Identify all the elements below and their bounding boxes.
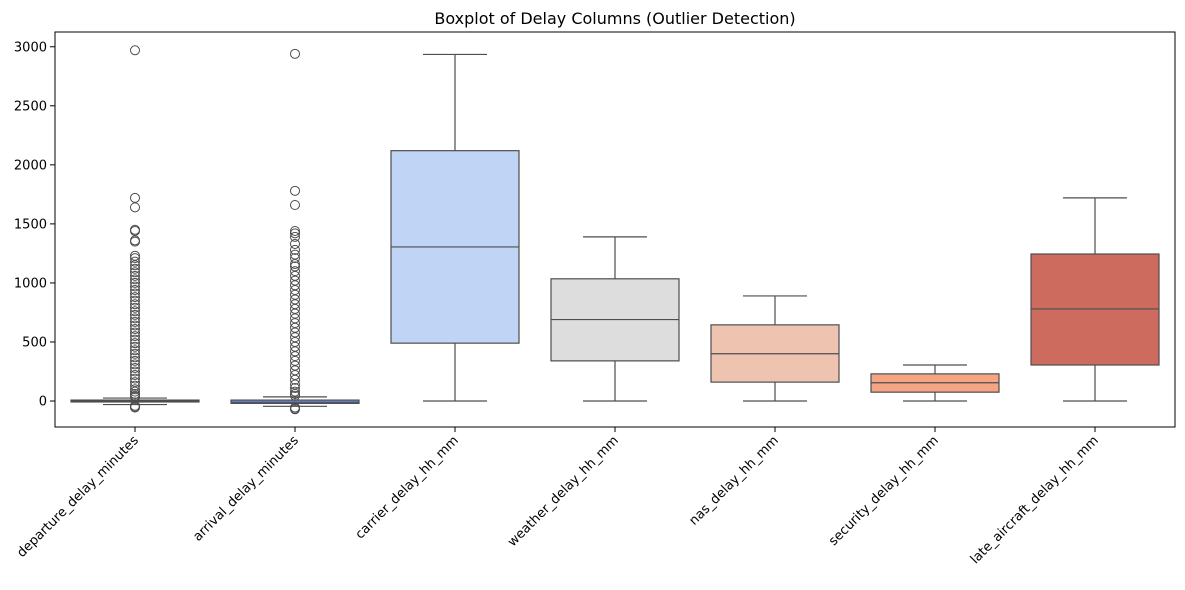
outlier-point <box>290 253 300 264</box>
outlier-point <box>130 327 140 338</box>
outlier-point <box>130 236 140 247</box>
outlier-point <box>130 345 140 356</box>
box-group-security_delay_hh_mm <box>870 364 1000 402</box>
chart-title: Boxplot of Delay Columns (Outlier Detect… <box>434 9 795 28</box>
outlier-point <box>130 313 140 324</box>
outlier-point <box>130 260 140 271</box>
outlier-point <box>130 359 140 370</box>
outlier-point <box>130 362 140 373</box>
outlier-point <box>130 384 140 395</box>
outlier-point <box>130 386 140 397</box>
outlier-point <box>130 366 140 377</box>
outlier-point <box>130 320 140 331</box>
y-tick-label: 500 <box>22 335 47 350</box>
box-group-weather_delay_hh_mm <box>550 236 680 402</box>
outlier-point <box>130 348 140 359</box>
x-tick-label: late_aircraft_delay_hh_mm <box>968 433 1102 567</box>
y-tick-label: 1500 <box>14 217 47 232</box>
outlier-point <box>130 295 140 306</box>
outlier-point <box>130 292 140 303</box>
outlier-point <box>130 331 140 342</box>
outlier-point <box>130 192 140 203</box>
box-group-late_aircraft_delay_hh_mm <box>1030 197 1160 402</box>
outlier-point <box>130 334 140 345</box>
outlier-point <box>290 259 300 270</box>
outlier-point <box>130 316 140 327</box>
outlier-point <box>290 48 300 59</box>
outlier-point <box>130 355 140 366</box>
outlier-point <box>130 299 140 310</box>
outlier-point <box>130 45 140 56</box>
box-group-nas_delay_hh_mm <box>710 295 840 402</box>
outlier-point <box>290 199 300 210</box>
outlier-point <box>130 256 140 267</box>
box-group-departure_delay_minutes <box>70 45 200 413</box>
box-group-arrival_delay_minutes <box>230 48 360 415</box>
outlier-point <box>130 285 140 296</box>
outlier-point <box>130 274 140 285</box>
outlier-point <box>130 370 140 381</box>
outlier-point <box>130 309 140 320</box>
outlier-point <box>130 267 140 278</box>
outlier-point <box>290 228 300 239</box>
outlier-point <box>130 263 140 274</box>
box-group-carrier_delay_hh_mm <box>390 53 520 402</box>
outlier-point <box>290 185 300 196</box>
outlier-point <box>130 202 140 213</box>
x-axis: departure_delay_minutes arrival_delay_min… <box>14 427 1102 567</box>
x-tick-label: security_delay_hh_mm <box>826 433 942 549</box>
x-tick-label: carrier_delay_hh_mm <box>353 433 462 542</box>
outlier-point <box>130 380 140 391</box>
outlier-point <box>290 390 300 401</box>
outlier-point <box>130 270 140 281</box>
x-tick-label: weather_delay_hh_mm <box>505 433 622 550</box>
outlier-point <box>290 244 300 255</box>
y-tick-label: 0 <box>39 395 47 410</box>
outlier-point <box>130 373 140 384</box>
outlier-point <box>290 225 300 236</box>
x-tick-label: nas_delay_hh_mm <box>687 433 782 528</box>
outlier-point <box>290 386 300 397</box>
outlier-point <box>130 338 140 349</box>
outlier-point <box>130 352 140 363</box>
outlier-point <box>130 277 140 288</box>
outlier-point <box>130 341 140 352</box>
y-tick-label: 1000 <box>14 276 47 291</box>
plot-area <box>70 45 1160 415</box>
outlier-point <box>290 238 300 249</box>
outlier-point <box>130 306 140 317</box>
outlier-point <box>130 323 140 334</box>
x-tick-label: arrival_delay_minutes <box>190 433 301 544</box>
y-tick-label: 3000 <box>14 40 47 55</box>
outlier-point <box>130 402 140 413</box>
y-tick-label: 2000 <box>14 158 47 173</box>
outlier-point <box>130 302 140 313</box>
outlier-point <box>290 383 300 394</box>
outlier-point <box>130 281 140 292</box>
outlier-point <box>290 404 300 415</box>
y-axis: 0 500 1000 1500 2000 2500 3000 <box>14 40 55 410</box>
x-tick-label: departure_delay_minutes <box>14 433 142 561</box>
outlier-point <box>290 374 300 385</box>
outlier-point <box>290 231 300 242</box>
y-tick-label: 2500 <box>14 99 47 114</box>
outlier-point <box>130 288 140 299</box>
outlier-point <box>130 253 140 264</box>
